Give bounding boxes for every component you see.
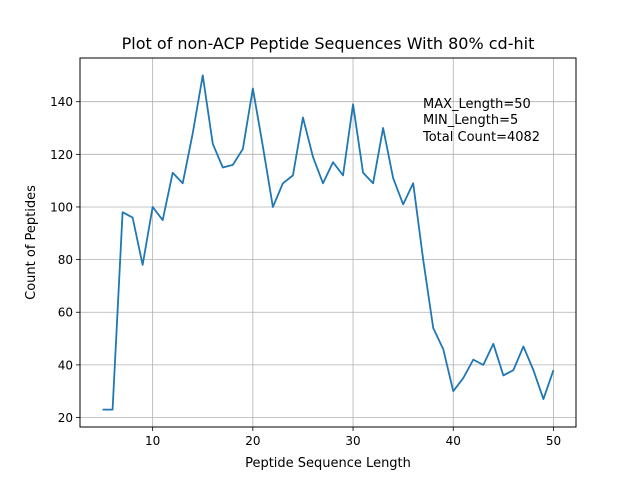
series-layer [102, 74, 555, 411]
annotation-min-length: MIN_Length=5 [423, 113, 518, 128]
x-tick-label: 30 [345, 434, 360, 448]
x-tick-label: 20 [245, 434, 260, 448]
chart-title: Plot of non-ACP Peptide Sequences With 8… [122, 34, 535, 53]
y-tick-label: 140 [50, 95, 73, 109]
plot-frame [79, 57, 577, 428]
y-tick-label: 20 [58, 411, 73, 425]
grid-lines [80, 58, 576, 427]
x-axis-label: Peptide Sequence Length [245, 456, 411, 471]
x-tick-label: 50 [546, 434, 561, 448]
annotation-max-length: MAX_Length=50 [423, 97, 531, 112]
y-tick-label: 100 [50, 200, 73, 214]
series-line [102, 74, 555, 411]
y-axis: 20 40 60 80 100 120 140 [50, 95, 80, 425]
y-tick-label: 80 [58, 253, 73, 267]
annotation-total-count: Total Count=4082 [422, 130, 540, 145]
y-tick-label: 60 [58, 306, 73, 320]
y-tick-label: 40 [58, 358, 73, 372]
y-tick-label: 120 [50, 148, 73, 162]
stats-annotation: MAX_Length=50 MIN_Length=5 Total Count=4… [422, 97, 540, 145]
x-tick-label: 40 [446, 434, 461, 448]
x-axis: 10 20 30 40 50 [145, 427, 561, 448]
x-tick-label: 10 [145, 434, 160, 448]
y-axis-label: Count of Peptides [24, 185, 39, 300]
